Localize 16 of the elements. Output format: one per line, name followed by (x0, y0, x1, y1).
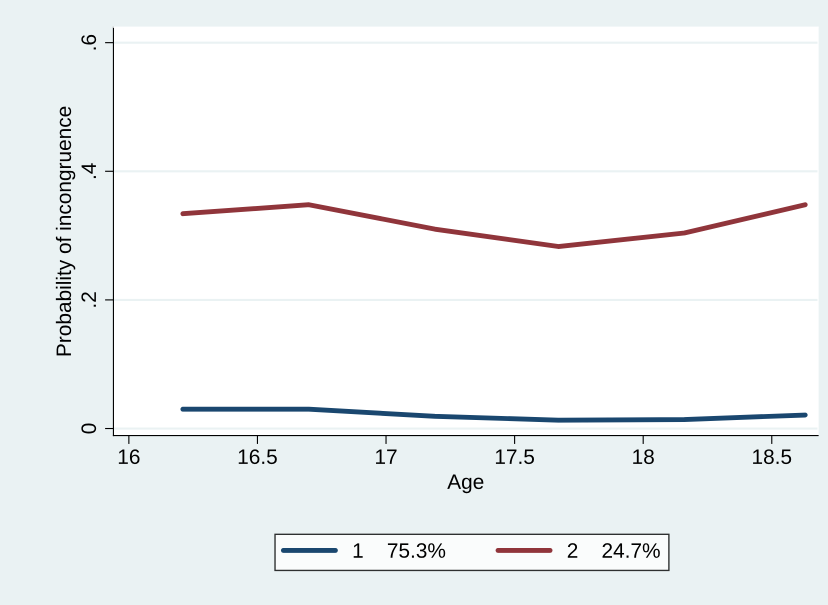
legend-label: 1 75.3% (354, 543, 446, 558)
x-tick-label: 16.5 (238, 449, 277, 464)
x-tick-label: 17 (376, 450, 397, 464)
legend-label: 2 24.7% (568, 543, 660, 558)
x-tick-label: 17.5 (496, 450, 534, 464)
x-tick-label: 16 (118, 449, 140, 464)
x-tick-label: 18.5 (753, 449, 792, 464)
line-series (180, 202, 808, 249)
y-axis-title: Probability of incongruence (56, 106, 76, 356)
y-tick-label: .4 (82, 163, 96, 178)
x-tick-label: 18 (633, 449, 654, 464)
x-axis-title: Age (447, 474, 484, 494)
line-series (180, 406, 808, 423)
y-tick-label: .6 (81, 34, 96, 50)
y-tick-label: .2 (81, 292, 96, 307)
y-tick-label: 0 (81, 424, 96, 434)
